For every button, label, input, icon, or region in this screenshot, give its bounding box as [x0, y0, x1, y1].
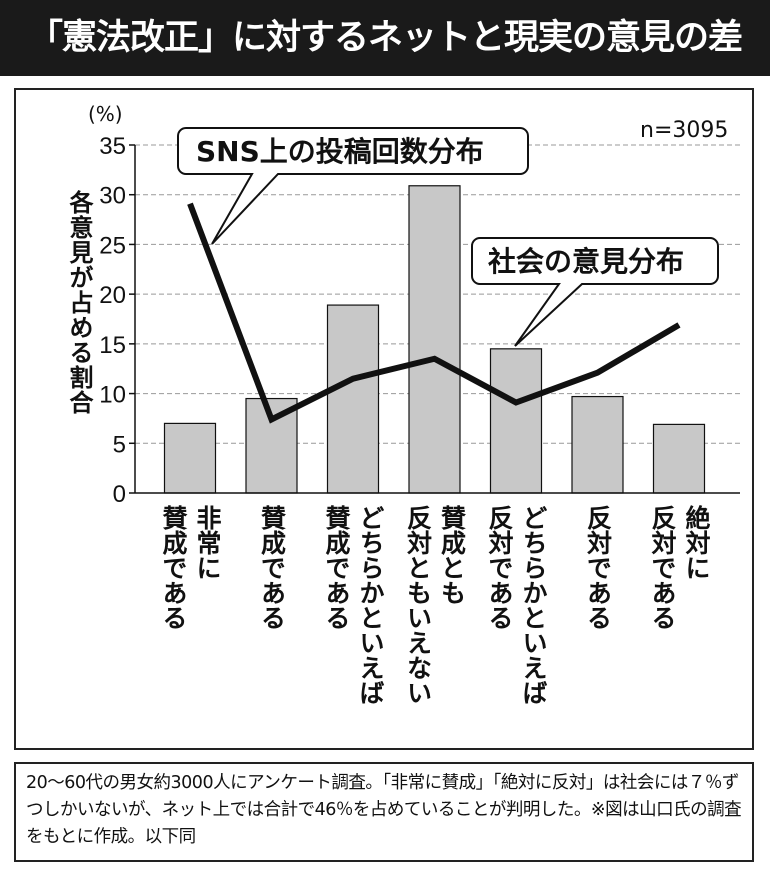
chart-title: 「憲法改正」に対するネットと現実の意見の差	[0, 0, 770, 76]
callout-box-line	[177, 127, 529, 245]
y-axis-label: 各意見が占める割合	[65, 190, 93, 415]
y-tick-label: 15	[99, 332, 126, 359]
bar	[571, 395, 624, 494]
x-category-label: どちらかといえば 反対である	[485, 505, 548, 705]
sample-size: n=3095	[640, 118, 729, 143]
x-category-label: 絶対に 反対である	[648, 505, 711, 630]
bar	[408, 185, 461, 494]
y-tick-label: 30	[99, 183, 126, 210]
y-unit: (%)	[88, 102, 123, 126]
caption: 20～60代の男女約3000人にアンケート調査。「非常に賛成」「絶対に反対」は社…	[14, 762, 754, 862]
x-category-label: 非常に 賛成である	[159, 505, 222, 630]
y-tick-label: 5	[113, 431, 126, 458]
y-tick-label: 0	[113, 481, 126, 508]
x-category-label: どちらかといえば 賛成である	[322, 505, 385, 705]
bar	[163, 422, 217, 494]
y-tick-label: 20	[99, 282, 126, 309]
y-tick-label: 35	[99, 133, 126, 160]
x-category-label: 賛成である	[257, 505, 287, 630]
callout-box-bar	[471, 237, 719, 347]
legend-callout-bar: 社会の意見分布	[488, 245, 685, 278]
y-tick-label: 25	[99, 232, 126, 259]
y-tick-label: 10	[99, 382, 126, 409]
bar	[652, 423, 706, 494]
x-category-label: 賛成とも 反対ともいえない	[403, 505, 467, 705]
bar	[489, 348, 543, 494]
legend-callout-line: SNS上の投稿回数分布	[196, 135, 484, 168]
chart-panel	[14, 88, 754, 750]
x-category-label: 反対である	[583, 505, 613, 630]
bar	[326, 304, 380, 494]
